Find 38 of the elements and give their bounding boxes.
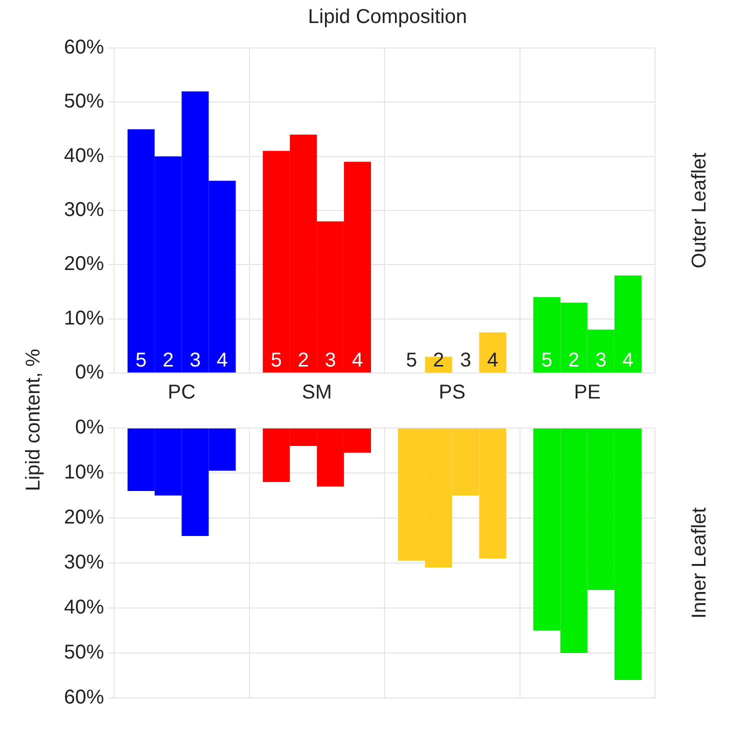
y-tick-label: 60% (64, 686, 104, 709)
y-tick-label: 50% (64, 642, 104, 664)
y-tick-label: 10% (64, 462, 104, 484)
series-label: 2 (162, 350, 174, 372)
y-tick-label: 30% (64, 552, 104, 574)
y-tick-label: 50% (64, 90, 104, 113)
text: 3 (460, 350, 472, 372)
text: 4 (622, 350, 634, 372)
text: 2 (568, 350, 580, 372)
y-tick-label: 0% (75, 362, 104, 384)
text: Outer Leaflet (688, 152, 711, 268)
x-tick-label: PE (574, 382, 601, 404)
y-tick-label: 40% (64, 596, 104, 619)
y-tick-label: 10% (64, 307, 104, 330)
series-label: 3 (190, 350, 201, 372)
y-tick-label: 40% (64, 144, 104, 167)
text: 4 (352, 350, 364, 372)
chart-title: Lipid Composition (307, 6, 468, 29)
text: 2 (433, 350, 444, 372)
y-axis-title: Lipid content, % (22, 348, 46, 492)
y-tick-label: 0% (75, 416, 104, 439)
y-tick-label: 20% (64, 253, 104, 276)
x-tick-label: SM (302, 382, 332, 404)
y-tick-label: 60% (64, 36, 104, 59)
text: 5 (270, 350, 282, 372)
y-tick-label: 20% (64, 506, 104, 529)
text: Inner Leaflet (688, 506, 711, 619)
text: 5 (406, 350, 418, 372)
series-label: 5 (136, 350, 147, 372)
x-tick-label: PS (438, 382, 466, 404)
series-label: 4 (216, 350, 228, 372)
text: 5 (541, 350, 552, 372)
y-tick-label: 30% (64, 199, 104, 222)
text: 3 (595, 350, 606, 372)
text: 3 (324, 350, 336, 372)
x-tick-label: PC (168, 382, 196, 404)
text: 2 (298, 350, 309, 372)
text: 4 (487, 350, 498, 372)
